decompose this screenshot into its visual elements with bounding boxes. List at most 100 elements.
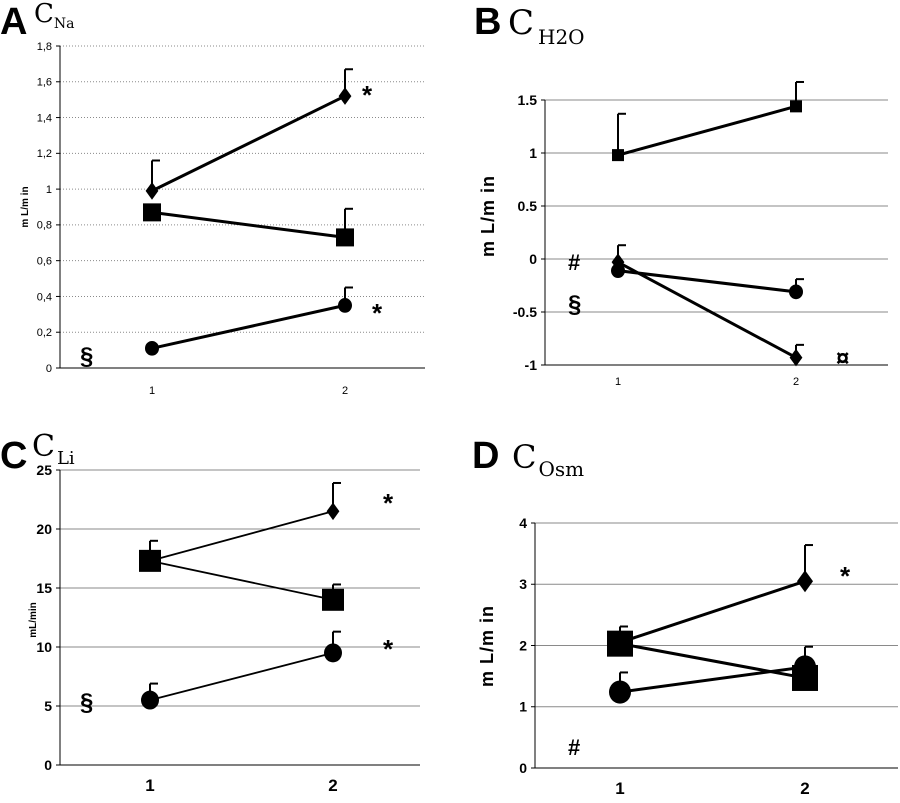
series-line <box>151 210 346 239</box>
series-diamond: * <box>145 68 373 200</box>
y-tick-label: 1,6 <box>37 77 52 89</box>
chart-title: CNa <box>34 0 75 32</box>
y-tick-label: 1 <box>46 184 52 196</box>
y-tick-label: 0,8 <box>37 220 52 232</box>
y-tick-label: 0 <box>44 757 52 773</box>
y-tick-label: 10 <box>36 639 52 655</box>
significance-marker: * <box>840 561 851 591</box>
data-point-square <box>607 630 633 657</box>
y-tick-label: -1 <box>525 357 538 373</box>
series-diamond: * <box>143 481 394 570</box>
y-tick-label: 0.5 <box>518 198 538 214</box>
data-point-diamond <box>611 253 625 271</box>
y-axis-label: m L/m in <box>478 175 498 257</box>
data-point-diamond <box>326 502 340 521</box>
group-note: § <box>80 689 93 716</box>
series-line <box>617 260 797 359</box>
y-tick-label: 3 <box>519 576 527 592</box>
panel-letter: B <box>474 1 501 43</box>
group-note: # <box>568 735 580 760</box>
y-tick-label: 0,2 <box>37 327 52 339</box>
y-axis-label: m L/m in <box>477 605 497 687</box>
data-point-diamond <box>789 348 803 367</box>
chart-title-main: C <box>34 0 54 29</box>
y-tick-label: 2 <box>519 637 527 653</box>
data-point-circle <box>789 284 803 300</box>
y-tick-label: 1 <box>529 145 537 161</box>
series-line <box>619 579 806 644</box>
series-diamond: * <box>612 544 851 654</box>
data-point-diamond <box>145 182 159 200</box>
series-square <box>139 539 344 611</box>
data-point-circle <box>145 340 159 356</box>
y-tick-label: 25 <box>36 462 52 478</box>
series-line <box>151 303 346 350</box>
chart-title-main: C <box>512 438 536 476</box>
chart-title-main: C <box>508 3 534 43</box>
series-circle <box>609 645 816 704</box>
y-tick-label: 0 <box>529 251 537 267</box>
y-tick-label: 1,8 <box>37 41 52 53</box>
y-tick-label: 0,6 <box>37 256 52 268</box>
x-tick-label: 1 <box>149 385 155 397</box>
series-line <box>617 269 797 294</box>
data-point-circle <box>609 680 631 704</box>
x-tick-label: 1 <box>145 776 154 795</box>
panel-letter: A <box>0 1 27 43</box>
y-axis-label: m L/m in <box>20 186 31 227</box>
y-tick-label: 0 <box>46 363 52 375</box>
chart-title: C Osm <box>512 438 584 481</box>
group-note: § <box>80 343 93 370</box>
data-point-square <box>336 228 354 247</box>
x-tick-label: 2 <box>328 776 337 795</box>
series-line <box>619 665 806 694</box>
series-circle <box>611 263 804 300</box>
series-circle: * <box>141 630 394 710</box>
significance-marker: * <box>383 634 394 664</box>
significance-marker: * <box>383 488 394 518</box>
panel-b: -1 -0.5 0 0.5 1 1.5 1 2 m L/m in B C H2O ¤ # § <box>474 1 888 388</box>
y-tick-label: 15 <box>36 580 52 596</box>
y-tick-label: 0 <box>519 760 527 776</box>
chart-title-subscript: Li <box>57 448 75 469</box>
data-point-square <box>790 100 802 113</box>
data-point-circle <box>338 298 352 313</box>
data-point-square <box>143 203 161 222</box>
significance-marker: * <box>362 80 373 110</box>
data-point-square <box>612 149 624 162</box>
data-point-diamond <box>338 87 352 105</box>
series-line <box>149 559 334 601</box>
chart-title-subscript: Osm <box>538 457 584 481</box>
x-tick-label: 1 <box>615 779 624 798</box>
chart-title: C H2O <box>508 3 585 49</box>
data-point-diamond <box>797 570 813 593</box>
x-tick-label: 1 <box>615 376 621 388</box>
data-point-square <box>139 549 161 572</box>
series-line <box>619 642 806 680</box>
series-square <box>143 203 354 247</box>
data-point-square <box>322 588 344 611</box>
significance-marker: ¤ <box>836 345 849 372</box>
series-diamond: ¤ <box>611 244 849 372</box>
data-point-circle <box>794 655 816 679</box>
x-tick-label: 2 <box>793 376 799 388</box>
y-tick-label: 1.5 <box>518 92 538 108</box>
group-note: # <box>568 250 580 275</box>
series-line <box>149 510 334 562</box>
panel-letter: D <box>472 435 499 477</box>
data-point-circle <box>141 690 159 710</box>
panel-a: 0 0,2 0,4 0,6 0,8 1 1,2 1,4 1,6 1,8 1 2 m L/m in A CNa… <box>0 0 425 397</box>
series-line <box>617 104 797 157</box>
data-point-circle <box>324 643 342 663</box>
y-tick-label: 1,2 <box>37 148 52 160</box>
chart-title-main: C <box>32 429 55 464</box>
panel-letter: C <box>0 435 27 477</box>
series-line <box>151 94 346 193</box>
x-tick-label: 2 <box>800 779 809 798</box>
y-tick-label: 5 <box>44 698 52 714</box>
y-tick-label: 0,4 <box>37 291 52 303</box>
y-tick-label: 1,4 <box>37 112 52 124</box>
group-note: § <box>568 291 581 318</box>
